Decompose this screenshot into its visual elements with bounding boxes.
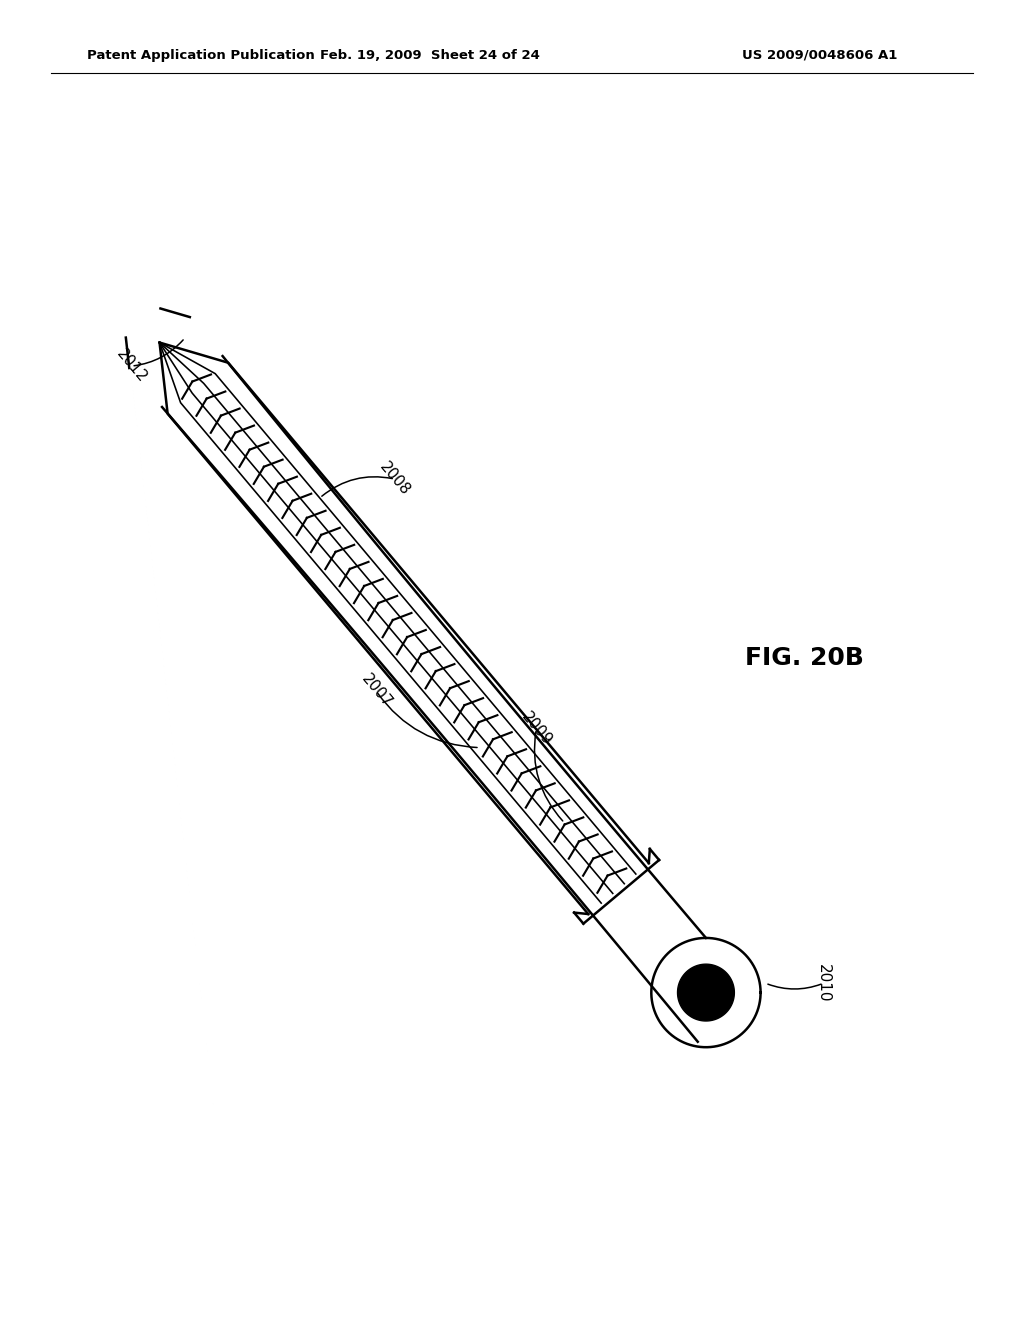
Text: 2012: 2012 bbox=[113, 347, 150, 385]
Text: FIG. 20B: FIG. 20B bbox=[745, 645, 864, 671]
Text: 2009: 2009 bbox=[518, 709, 555, 748]
Text: 2010: 2010 bbox=[816, 964, 831, 1002]
Text: 2007: 2007 bbox=[358, 672, 394, 710]
Text: Feb. 19, 2009  Sheet 24 of 24: Feb. 19, 2009 Sheet 24 of 24 bbox=[321, 49, 540, 62]
Polygon shape bbox=[678, 964, 734, 1020]
Text: US 2009/0048606 A1: US 2009/0048606 A1 bbox=[741, 49, 897, 62]
Text: Patent Application Publication: Patent Application Publication bbox=[87, 49, 314, 62]
Text: 2008: 2008 bbox=[377, 459, 414, 499]
